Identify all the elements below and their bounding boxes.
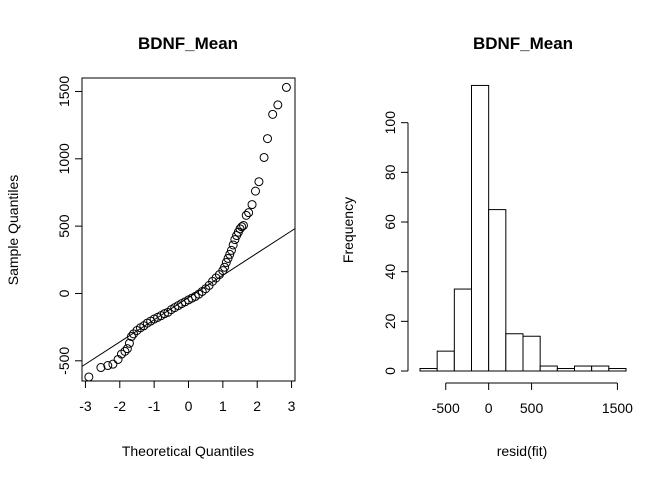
qq-y-tick-label: 1500 [56,76,72,107]
qq-point [96,363,106,373]
qq-point [120,346,130,356]
qq-x-tick-label: 3 [288,398,296,414]
qq-x-tick-label: 2 [253,398,261,414]
qq-point [235,224,245,234]
qq-y-tick-label: 500 [56,214,72,238]
hist-bar [608,368,627,372]
hist-x-label: resid(fit) [497,443,548,459]
qq-point [208,276,218,286]
hist-bar [505,333,524,372]
qq-y-label: Sample Quantiles [5,175,21,286]
qq-point [103,361,113,371]
qq-point [244,208,254,218]
hist-bar [488,209,507,372]
hist-title: BDNF_Mean [473,34,573,53]
hist-x-tick-label: 500 [520,400,544,416]
qq-point [126,332,136,342]
qq-point [220,262,230,272]
hist-bar [471,84,490,372]
hist-y-tick-label: 0 [382,367,398,375]
hist-bar [453,288,473,372]
qq-point [230,235,240,245]
qq-point [281,82,291,92]
qq-point [129,329,139,339]
hist-y-tick-label: 80 [382,164,398,180]
hist-x-tick-label: 1500 [602,400,633,416]
hist-y-tick-label: 20 [382,313,398,329]
qq-point [84,372,94,382]
hist-x-tick-label: -500 [432,400,460,416]
qq-point [226,245,236,255]
qq-reference-line-group [81,228,296,367]
hist-x-axis: -500 0 500 1500 [432,382,633,416]
qq-point [108,359,118,369]
hist-bar [556,368,575,372]
qq-point [254,177,264,187]
hist-bar [539,365,558,372]
qq-point [124,338,134,348]
qq-x-tick-label: 0 [185,398,193,414]
hist-y-tick-label: 60 [382,214,398,230]
qq-y-tick-label: 0 [56,289,72,297]
hist-bar [591,365,610,372]
hist-y-tick-label: 40 [382,264,398,280]
qq-point [211,273,221,283]
qq-point [241,210,251,220]
qq-x-tick-label: 1 [219,398,227,414]
qq-point [237,222,247,232]
qq-point [259,152,269,162]
qq-x-tick-label: -1 [148,398,161,414]
hist-y-tick-label: 100 [382,111,398,135]
hist-bar [436,350,455,372]
qq-point [238,220,248,230]
histogram-panel: BDNF_Mean -500 0 500 1500 0 20 40 60 80 100 resi… [340,34,633,459]
hist-bar [522,335,541,372]
qq-point [228,240,238,250]
hist-bar [419,368,438,372]
qq-point [273,100,283,110]
hist-y-axis: 0 20 40 60 80 100 [382,111,409,375]
qq-point [201,284,211,294]
qq-point [268,109,278,119]
hist-y-label: Frequency [340,197,356,263]
qq-point [247,200,257,210]
hist-x-tick-label: 0 [485,400,493,416]
qq-point [263,134,273,144]
qq-point [221,257,231,267]
qq-plot-frame [81,77,296,382]
qq-point [250,186,260,196]
qq-point [225,249,235,259]
qq-x-tick-label: -3 [79,398,92,414]
qq-plot-panel: BDNF_Mean -3 -2 -1 0 1 2 3 -500 0 500 1000 1500 Th… [5,34,296,459]
qq-x-label: Theoretical Quantiles [122,443,254,459]
qq-point [223,253,233,263]
qq-point [122,344,132,354]
qq-x-axis: -3 -2 -1 0 1 2 3 [79,381,296,414]
hist-bars-group [419,84,627,372]
qq-x-tick-label: -2 [114,398,127,414]
qq-title: BDNF_Mean [138,34,238,53]
qq-y-axis: -500 0 500 1000 1500 [56,76,82,375]
qq-y-tick-label: -500 [56,347,72,375]
hist-bar [574,365,593,372]
qq-y-tick-label: 1000 [56,143,72,174]
qq-points-group [84,82,291,382]
qq-reference-line [81,228,296,367]
